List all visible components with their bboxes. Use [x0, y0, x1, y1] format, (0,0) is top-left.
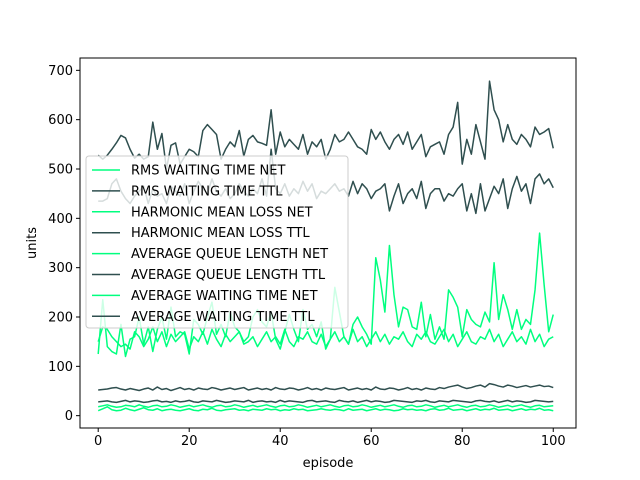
y-tick-label: 300	[48, 261, 73, 276]
legend-box	[85, 155, 349, 329]
legend-label: RMS WAITING TIME TTL	[131, 184, 283, 199]
x-axis-label: episode	[303, 456, 354, 471]
legend-label: AVERAGE QUEUE LENGTH TTL	[131, 268, 326, 283]
x-tick-label: 80	[454, 434, 471, 449]
series-line-6	[98, 382, 554, 392]
legend-label: AVERAGE QUEUE LENGTH NET	[131, 247, 328, 262]
legend-items: RMS WAITING TIME NET RMS WAITING TIME TTL…	[92, 164, 328, 325]
y-tick-label: 700	[48, 64, 73, 79]
legend-label: HARMONIC MEAN LOSS TTL	[131, 226, 310, 241]
x-tick-label: 60	[363, 434, 380, 449]
y-axis-ticks: 0 100 200 300 400 500 600 700	[48, 64, 80, 424]
x-tick-label: 100	[541, 434, 566, 449]
series-line-3	[97, 406, 554, 412]
legend-label: AVERAGE WAITING TIME TTL	[131, 310, 315, 325]
legend: RMS WAITING TIME NET RMS WAITING TIME TTL…	[85, 155, 349, 329]
plot-frame	[79, 57, 577, 429]
y-tick-label: 0	[65, 409, 73, 424]
series-line-5	[97, 326, 554, 350]
legend-label: HARMONIC MEAN LOSS NET	[131, 205, 313, 220]
y-tick-label: 500	[48, 163, 73, 178]
y-tick-label: 100	[48, 360, 73, 375]
x-tick-label: 20	[181, 434, 198, 449]
y-tick-label: 400	[48, 212, 73, 227]
series-line-8	[98, 399, 554, 404]
y-axis-label: units	[25, 227, 40, 259]
legend-label: RMS WAITING TIME NET	[131, 164, 285, 179]
x-axis-ticks: 0 20 40 60 80 100	[94, 428, 566, 449]
series-line-7	[98, 404, 554, 409]
x-tick-label: 40	[272, 434, 289, 449]
x-tick-label: 0	[94, 434, 102, 449]
y-tick-label: 600	[48, 113, 73, 128]
legend-label: AVERAGE WAITING TIME NET	[131, 289, 318, 304]
y-tick-label: 200	[48, 311, 73, 326]
